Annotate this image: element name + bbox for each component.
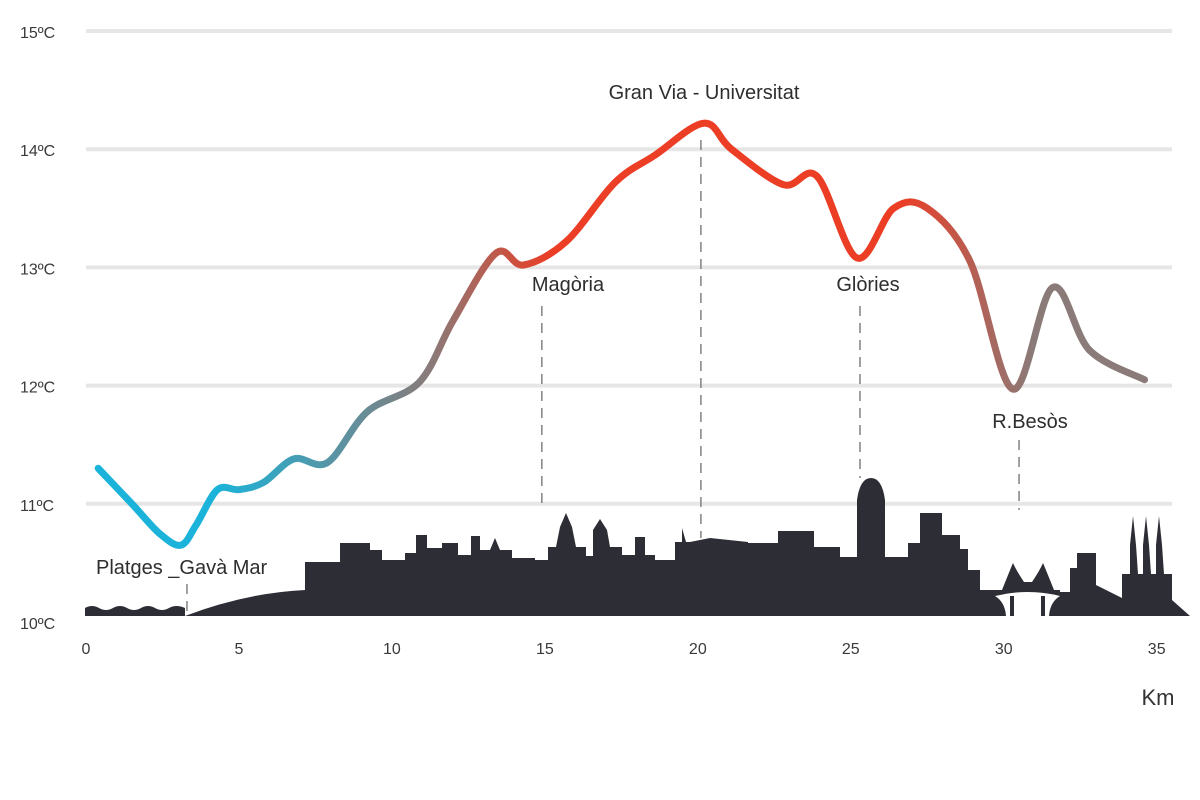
annotation-label-gran-via-universitat: Gran Via - Universitat bbox=[609, 82, 800, 104]
skyline-right bbox=[1060, 516, 1190, 616]
y-tick-label: 14ºC bbox=[20, 143, 55, 160]
y-tick-label: 10ºC bbox=[20, 616, 55, 633]
x-tick-label: 10 bbox=[383, 641, 401, 658]
x-tick-label: 5 bbox=[235, 641, 244, 658]
annotation-leader-lines bbox=[186, 140, 1020, 616]
x-tick-label: 30 bbox=[995, 641, 1013, 658]
skyline-main bbox=[185, 478, 995, 616]
annotation-label-r-besos: R.Besòs bbox=[992, 411, 1068, 433]
x-axis-ticks: 0 5 10 15 20 25 30 35 bbox=[82, 641, 1166, 658]
annotation-label-magoria: Magòria bbox=[532, 274, 605, 296]
x-tick-label: 0 bbox=[82, 641, 91, 658]
grid-lines bbox=[86, 29, 1172, 506]
x-tick-label: 25 bbox=[842, 641, 860, 658]
annotation-label-platges-gava-mar: Platges _Gavà Mar bbox=[96, 557, 268, 579]
y-tick-label: 15ºC bbox=[20, 25, 55, 42]
y-axis-ticks: 10ºC 11ºC 12ºC 13ºC 14ºC 15ºC bbox=[20, 25, 55, 633]
x-tick-label: 20 bbox=[689, 641, 707, 658]
y-tick-label: 11ºC bbox=[20, 498, 54, 515]
x-tick-label: 35 bbox=[1148, 641, 1166, 658]
x-tick-label: 15 bbox=[536, 641, 554, 658]
y-tick-label: 13ºC bbox=[20, 261, 55, 278]
x-axis-label: Km bbox=[1142, 685, 1175, 710]
series-line-temperature bbox=[94, 119, 1148, 549]
annotation-label-glories: Glòries bbox=[836, 274, 899, 296]
y-tick-label: 12ºC bbox=[20, 380, 55, 397]
skyline-waves bbox=[85, 606, 185, 616]
skyline-bridge bbox=[995, 563, 1060, 596]
city-skyline-silhouette bbox=[85, 478, 1190, 616]
